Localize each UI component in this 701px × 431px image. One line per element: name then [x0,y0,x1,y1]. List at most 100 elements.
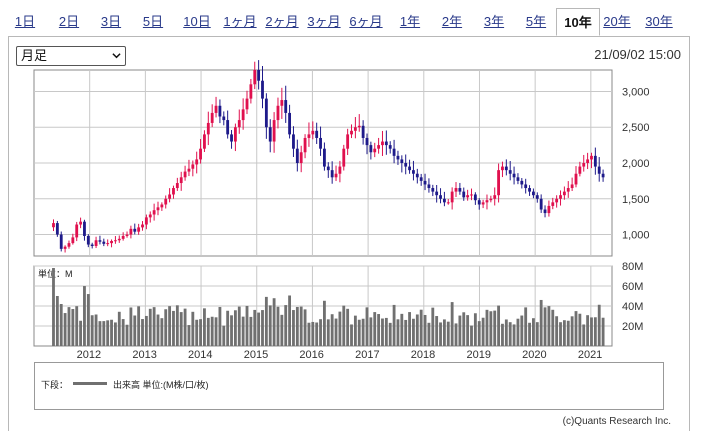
candle-body [524,184,528,189]
candle-body [280,100,284,106]
candle-body [79,221,82,225]
volume-bar [59,304,63,346]
volume-bar [384,317,388,346]
candle-body [199,148,202,160]
candle-body [586,159,590,163]
candle-body [547,205,551,214]
candle-body [555,198,559,203]
volume-bar [303,309,307,346]
tab-10日[interactable]: 10日 [183,14,211,29]
volume-bar [400,313,404,346]
volume-bar [388,322,392,346]
candle-body [284,100,288,113]
tab-3年[interactable]: 3年 [483,14,505,29]
candle-body [442,198,446,203]
tab-5年[interactable]: 5年 [525,14,547,29]
volume-bar [601,317,605,346]
tab-2日[interactable]: 2日 [58,14,80,29]
volume-bar [555,316,559,346]
volume-bar [110,319,113,346]
volume-bar [292,310,295,346]
candle-body [315,130,319,138]
candle-body [520,180,524,185]
candle-body [191,164,195,169]
candle-body [435,191,439,196]
candle-body [346,134,350,149]
candle-body [172,188,175,195]
candle-body [288,112,292,135]
candle-body [481,202,485,205]
candle-body [164,198,168,205]
volume-bar [439,322,442,346]
tab-10年[interactable]: 10年 [556,8,600,36]
candle-body [590,155,593,160]
candle-body [450,191,454,203]
candle-body [303,137,307,153]
tab-30年[interactable]: 30年 [645,14,673,29]
candle-body [543,209,547,214]
volume-bar [508,322,512,346]
volume-bar [334,318,338,346]
candle-body [350,130,353,135]
candle-body [152,210,156,215]
candle-body [121,235,125,239]
period-select-value: 月足 [21,48,48,63]
tab-5日[interactable]: 5日 [142,14,164,29]
volume-bar [373,312,377,346]
candle-body [144,217,148,225]
volume-bar [63,313,67,346]
candle-body [508,170,512,174]
candle-body [214,105,218,113]
volume-bar [160,318,164,346]
volume-bar [272,298,276,346]
volume-bar [323,300,326,346]
x-tick-2020: 2020 [522,349,546,361]
candle-body [245,98,249,110]
volume-bar [466,315,470,346]
candle-body [110,240,113,244]
tab-1ヶ月[interactable]: 1ヶ月 [223,14,257,29]
volume-bar [442,319,446,346]
volume-bar [121,319,125,346]
tab-2ヶ月[interactable]: 2ヶ月 [265,14,299,29]
candle-body [528,188,531,192]
candle-body [454,188,458,192]
volume-bar [427,322,431,346]
candle-body [477,200,481,205]
candle-body [67,243,71,247]
volume-bar [307,322,311,346]
candle-body [384,141,388,146]
volume-bar [497,305,501,346]
volume-bar [129,307,133,346]
volume-bar [330,314,334,346]
tab-20年[interactable]: 20年 [603,14,631,29]
candle-body [323,148,326,167]
volume-bar [179,312,183,346]
volume-bar [94,314,98,346]
period-select[interactable]: 月足 [16,46,126,66]
volume-bar [276,306,280,346]
tab-1日[interactable]: 1日 [14,14,36,29]
candle-body [593,155,597,167]
candle-body [485,200,489,203]
tab-6ヶ月[interactable]: 6ヶ月 [349,14,383,29]
tab-3ヶ月[interactable]: 3ヶ月 [307,14,341,29]
candle-body [71,237,75,244]
tab-1年[interactable]: 1年 [399,14,421,29]
volume-bar [114,322,117,346]
volume-bar [141,319,144,346]
candle-body [365,137,369,146]
legend-prefix: 下段： [41,380,69,390]
volume-bar [261,310,264,346]
timestamp: 21/09/02 15:00 [594,47,681,62]
candle-body [253,70,257,85]
candle-body [396,155,400,160]
volume-bar [342,305,346,346]
tab-3日[interactable]: 3日 [100,14,122,29]
volume-bar [481,317,485,346]
candle-body [222,116,226,121]
volume-bar [477,321,481,346]
volume-bar [83,286,86,346]
candle-body [168,194,172,199]
tab-2年[interactable]: 2年 [441,14,463,29]
